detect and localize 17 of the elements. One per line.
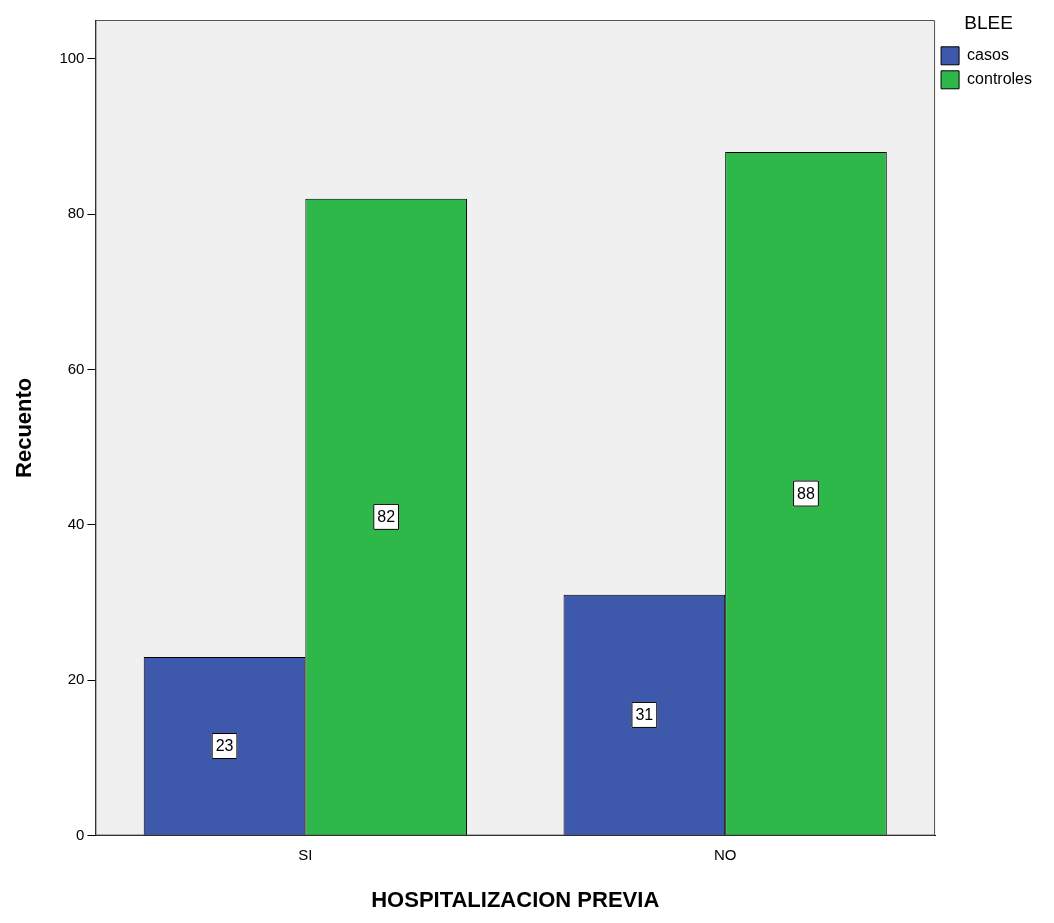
data-label: 31 <box>635 706 654 724</box>
y-axis-title: Recuento <box>11 377 37 478</box>
y-tick-label: 100 <box>59 48 85 66</box>
x-axis-title: HOSPITALIZACION PREVIA <box>371 886 660 912</box>
data-label: 88 <box>797 484 815 502</box>
x-tick-label: NO <box>713 845 737 863</box>
y-tick-label: 80 <box>67 204 85 222</box>
data-label: 23 <box>215 737 234 755</box>
y-tick-label: 20 <box>67 670 85 688</box>
x-tick-label: SI <box>298 845 313 863</box>
legend-title: BLEE <box>964 11 1013 33</box>
y-tick-label: 60 <box>67 359 85 377</box>
data-label: 82 <box>377 508 396 526</box>
y-tick-label: 0 <box>76 825 85 843</box>
legend-label: casos <box>967 46 1009 64</box>
y-tick-label: 40 <box>67 515 85 533</box>
legend-label: controles <box>967 70 1032 88</box>
